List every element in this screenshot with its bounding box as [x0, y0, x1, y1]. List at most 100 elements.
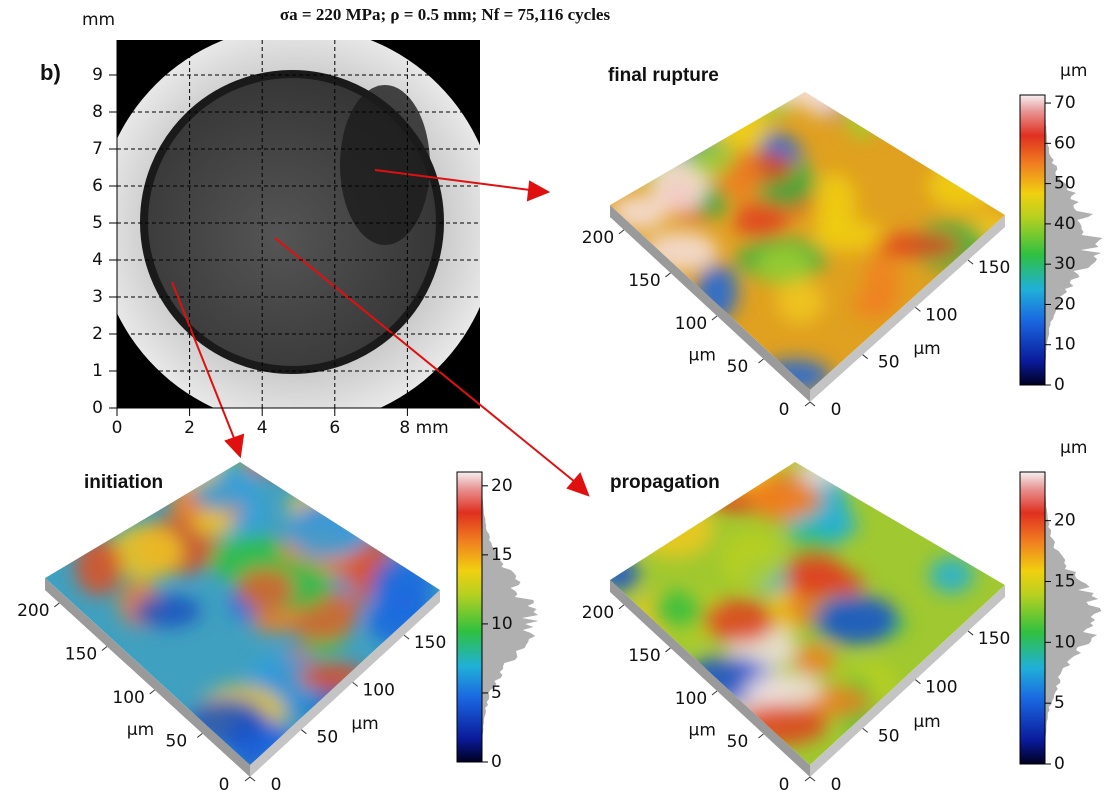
x-tick-label: 4 [257, 418, 268, 438]
texture-blob [723, 92, 796, 122]
tick-mark [967, 630, 974, 636]
tick-mark [915, 307, 921, 312]
left-tick-label: 150 [628, 646, 660, 666]
surface-label: initiation [84, 472, 163, 493]
texture-blob [733, 201, 789, 240]
left-tick-label: 0 [779, 775, 790, 795]
right-tick-label: 50 [878, 353, 900, 373]
y-tick-label: 4 [92, 250, 103, 270]
left-tick-label: 200 [17, 601, 49, 621]
tick-mark [711, 315, 718, 321]
texture-blob [132, 594, 202, 628]
tick-mark [149, 689, 155, 695]
colorbar-tick-label: 0 [1054, 754, 1065, 774]
x-tick-label: 6 [329, 418, 340, 438]
texture-blob [721, 530, 784, 590]
texture-blob [863, 254, 900, 311]
y-tick-label: 7 [92, 139, 103, 159]
y-tick-label: 6 [92, 176, 103, 196]
colorbar-tick-label: 60 [1054, 133, 1076, 153]
tick-mark [101, 646, 108, 651]
histogram [1045, 95, 1103, 385]
right-tick-label: 0 [831, 775, 842, 795]
histogram [1045, 472, 1102, 764]
surface-side [810, 215, 1005, 402]
texture-blob [776, 44, 833, 80]
colorbar-tick-label: 10 [1054, 632, 1076, 652]
colorbar [456, 471, 483, 763]
tick-mark [862, 354, 869, 360]
surface-side [610, 205, 810, 402]
axis-unit: µm [351, 714, 378, 734]
tick-mark [618, 604, 625, 610]
right-tick-label: 150 [978, 258, 1010, 278]
texture-blob [801, 92, 844, 117]
texture-blob [791, 569, 865, 597]
tick-mark [665, 647, 671, 653]
tick-mark [244, 776, 251, 782]
tick-mark [809, 776, 816, 782]
texture-blob [763, 92, 850, 99]
colorbar-tick-label: 15 [491, 545, 513, 565]
right-tick-label: 100 [362, 680, 394, 700]
colorbar-tick-label: 10 [491, 614, 513, 634]
tick-mark [804, 776, 811, 782]
left-tick-label: 50 [727, 357, 749, 377]
tick-mark [809, 401, 816, 407]
y-tick-label: 9 [92, 65, 103, 85]
tick-mark [403, 634, 410, 640]
axis-unit: µm [689, 345, 716, 365]
arrows [171, 169, 590, 497]
tick-mark [967, 259, 974, 265]
tick-mark [711, 690, 718, 696]
texture-blob [761, 92, 805, 100]
axis-unit: µm [913, 712, 940, 732]
left-tick-label: 200 [582, 228, 614, 248]
texture-blob [783, 388, 854, 438]
y-tick-label: 0 [92, 398, 103, 418]
colorbar-tick-label: 20 [1054, 294, 1076, 314]
y-tick-label: 2 [92, 324, 103, 344]
colorbar-unit: µm [1060, 438, 1087, 458]
axis-unit: µm [127, 720, 154, 740]
texture-blob [755, 245, 813, 285]
surface-map [610, 388, 1005, 765]
texture-blob [755, 92, 848, 106]
y-tick-label: 8 [92, 102, 103, 122]
left-tick-label: 0 [779, 400, 790, 420]
texture-blob [203, 462, 251, 471]
texture-blob [815, 594, 899, 645]
tick-mark [352, 682, 359, 687]
colorbar-tick-label: 0 [1054, 375, 1065, 395]
texture-blob [250, 607, 300, 634]
texture-blob [874, 232, 961, 259]
axis-unit: µm [913, 339, 940, 359]
figure-title: σa = 220 MPa; ρ = 0.5 mm; Nf = 75,116 cy… [280, 5, 611, 24]
colorbar-tick-label: 5 [1054, 693, 1065, 713]
colorbar-tick-label: 30 [1054, 254, 1076, 274]
right-tick-label: 50 [878, 726, 900, 746]
right-tick-label: 150 [414, 633, 446, 653]
right-tick-label: 100 [925, 678, 957, 698]
texture-blob [732, 462, 823, 472]
left-tick-label: 100 [112, 688, 144, 708]
colorbar-tick-label: 50 [1054, 174, 1076, 194]
right-tick-label: 50 [317, 728, 339, 748]
colorbar-unit: µm [1060, 61, 1087, 81]
y-tick-label: 1 [92, 361, 103, 381]
texture-blob [713, 104, 770, 152]
texture-blob [812, 173, 857, 231]
axis-unit: µm [689, 720, 716, 740]
texture-blob [236, 568, 294, 610]
colorbar-tick-label: 0 [491, 752, 502, 772]
surface-side [250, 590, 440, 777]
x-tick-label: 8 mm [399, 418, 448, 438]
micrograph-unit: mm [82, 10, 115, 30]
right-tick-label: 0 [271, 775, 282, 795]
texture-blob [843, 92, 882, 139]
texture-blob [776, 279, 825, 324]
texture-blob [797, 462, 839, 487]
texture-blob [153, 462, 223, 488]
colorbar-tick-label: 70 [1054, 93, 1076, 113]
